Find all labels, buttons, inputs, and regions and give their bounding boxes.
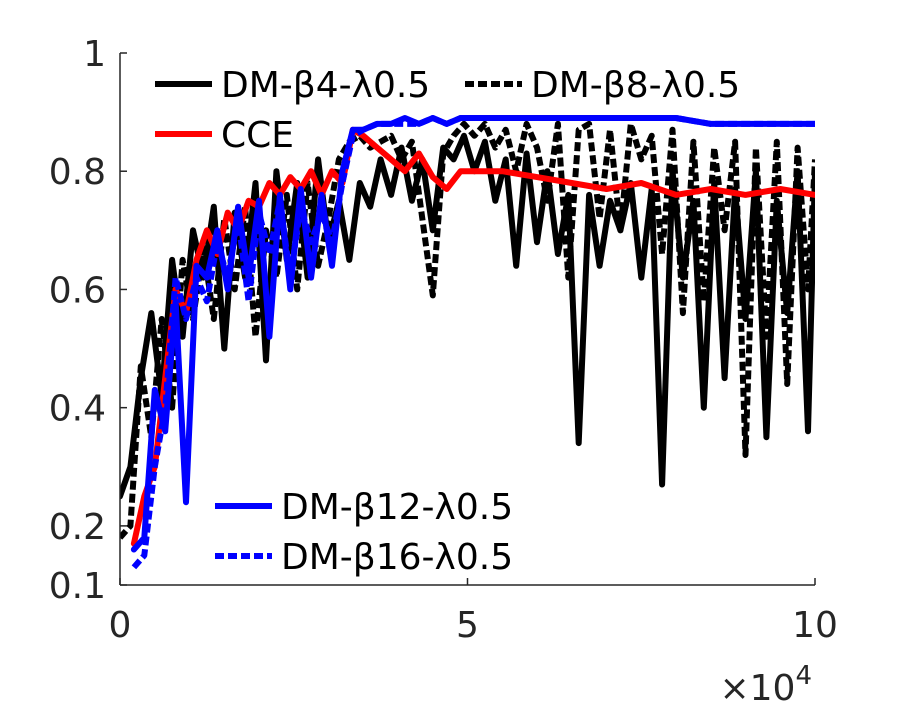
- legend-entry: CCE: [155, 115, 294, 156]
- x-tick-label: 5: [456, 605, 479, 646]
- legend-label: CCE: [221, 115, 294, 156]
- y-tick-label: 0.6: [49, 270, 106, 311]
- y-tick-label: 1: [83, 34, 106, 75]
- y-tick-label: 0.2: [49, 507, 106, 548]
- series-line-5: [131, 115, 815, 570]
- legend-entry: DM-β16-λ0.5: [215, 537, 513, 578]
- legend-label: DM-β12-λ0.5: [281, 487, 513, 528]
- y-tick-label: 0.8: [49, 152, 106, 193]
- legend-entry: DM-β4-λ0.5: [155, 65, 430, 106]
- series-line-4: [130, 115, 815, 553]
- series-layer: [120, 115, 815, 570]
- legend-label: DM-β8-λ0.5: [531, 65, 740, 106]
- legend-layer: DM-β4-λ0.5 DM-β8-λ0.5 CCE DM-β12-λ0.5 DM-β16…: [155, 65, 740, 578]
- x-tick-label: 10: [792, 605, 838, 646]
- legend-entry: DM-β12-λ0.5: [215, 487, 513, 528]
- axes-layer: 0.10.20.40.60.810 5 10×104: [49, 34, 838, 709]
- x-tick-label: 0: [109, 605, 132, 646]
- y-tick-label: 0.4: [49, 389, 106, 430]
- y-tick-label: 0.1: [49, 566, 106, 607]
- legend-entry: DM-β8-λ0.5: [465, 65, 740, 106]
- x-exponent-label: ×104: [719, 661, 812, 709]
- legend-label: DM-β16-λ0.5: [281, 537, 513, 578]
- legend-label: DM-β4-λ0.5: [221, 65, 430, 106]
- series-line-2: [120, 120, 815, 540]
